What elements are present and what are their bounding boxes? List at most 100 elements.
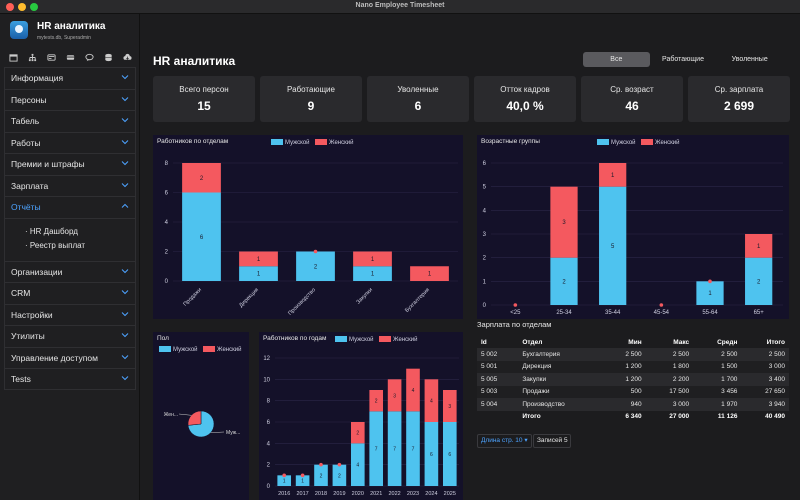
table-row[interactable]: 5 002 Бухгалтерия 2 500 2 500 2 500 2 500 <box>477 348 789 361</box>
bar[interactable] <box>332 464 347 486</box>
bar[interactable] <box>350 422 365 444</box>
stat-value: 15 <box>197 99 211 113</box>
chart-age: Возрастные группы Мужской Женский 0 1 2 3 4 5 6 <2… <box>477 135 789 319</box>
bar[interactable] <box>182 192 221 282</box>
sidebar-item-1[interactable]: Персоны <box>4 88 136 110</box>
column-header[interactable]: Средн <box>693 336 742 348</box>
y-tick-label: 4 <box>483 208 487 214</box>
table-row[interactable]: 5 005 Закупки 1 200 2 200 1 700 3 400 <box>477 373 789 386</box>
table-row[interactable]: 5 001 Дирекция 1 200 1 800 1 500 3 000 <box>477 360 789 373</box>
legend-label: Мужской <box>611 139 636 146</box>
page-size-select[interactable]: Длина стр. 10 ▾ <box>477 434 532 448</box>
cloud-download-icon[interactable] <box>122 52 132 62</box>
card-icon[interactable] <box>46 52 56 62</box>
sidebar-item-5[interactable]: Зарплата <box>4 174 136 196</box>
bar[interactable] <box>424 422 439 486</box>
bar[interactable] <box>369 390 384 412</box>
bar[interactable] <box>353 251 392 267</box>
bar[interactable] <box>442 422 457 486</box>
bar[interactable] <box>387 411 402 486</box>
records-count: Записей 5 <box>533 434 571 448</box>
sidebar-item-6[interactable]: Отчёты <box>4 196 136 218</box>
leader-line <box>210 431 225 433</box>
zero-marker <box>313 249 318 254</box>
x-tick-label: Дирекция <box>238 287 260 309</box>
chevron-down-icon <box>121 138 129 148</box>
bar[interactable] <box>369 411 384 486</box>
bar[interactable] <box>745 234 773 258</box>
column-header[interactable]: Мин <box>604 336 646 348</box>
submenu-item-0[interactable]: · HR Дашборд <box>25 226 78 236</box>
pie-slice-label: Муж... <box>226 430 240 436</box>
sidebar-item-11[interactable]: Управление доступом <box>4 346 136 368</box>
table-cell: 17 500 <box>645 385 694 398</box>
salary-section-title: Зарплата по отделам <box>477 320 552 329</box>
bar[interactable] <box>239 266 278 281</box>
sidebar-item-10[interactable]: Утилиты <box>4 325 136 347</box>
sidebar-item-4[interactable]: Премии и штрафы <box>4 153 136 175</box>
bar-value-label: 1 <box>757 244 761 250</box>
column-header[interactable]: Итого <box>741 336 789 348</box>
pie-slice[interactable] <box>187 410 202 426</box>
table-cell: 1 200 <box>604 360 646 373</box>
sidebar-item-3[interactable]: Работы <box>4 131 136 153</box>
sidebar-menu: Информация Персоны Табель Работы Премии и шт… <box>4 67 136 390</box>
bar[interactable] <box>599 186 627 305</box>
x-tick-label: 55-64 <box>702 310 718 316</box>
x-tick-label: Закупки <box>355 287 373 305</box>
sidebar-item-8[interactable]: CRM <box>4 282 136 304</box>
bar[interactable] <box>387 379 402 412</box>
bar[interactable] <box>296 251 335 282</box>
bar[interactable] <box>442 390 457 422</box>
bar[interactable] <box>424 379 439 422</box>
bar[interactable] <box>277 475 292 486</box>
bar[interactable] <box>696 281 724 305</box>
filter-working-button[interactable]: Работающие <box>662 56 704 63</box>
bar[interactable] <box>350 443 365 486</box>
org-chart-icon[interactable] <box>27 52 37 62</box>
table-row[interactable]: 5 004 Производство 940 3 000 1 970 3 940 <box>477 398 789 411</box>
bar[interactable] <box>550 186 578 258</box>
maximize-window-button[interactable] <box>30 3 38 11</box>
bar[interactable] <box>239 251 278 267</box>
stat-label: Уволенные <box>397 85 439 94</box>
y-tick-label: 6 <box>267 420 271 426</box>
database-icon[interactable] <box>103 52 113 62</box>
bar-value-label: 2 <box>375 399 378 405</box>
bar[interactable] <box>406 411 420 486</box>
column-header[interactable]: Макс <box>645 336 694 348</box>
bar-value-label: 6 <box>448 452 451 458</box>
y-tick-label: 2 <box>483 256 487 262</box>
payment-icon[interactable] <box>65 52 75 62</box>
column-header[interactable]: Id <box>477 336 519 348</box>
bar[interactable] <box>295 475 310 486</box>
bar[interactable] <box>182 163 221 193</box>
column-header[interactable]: Отдел <box>518 336 605 348</box>
bar-value-label: 2 <box>320 473 323 479</box>
bar[interactable] <box>406 368 420 412</box>
sidebar-item-0[interactable]: Информация <box>4 67 136 89</box>
table-cell: 3 940 <box>741 398 789 411</box>
sidebar-item-9[interactable]: Настройки <box>4 303 136 325</box>
bar-value-label: 2 <box>338 473 341 479</box>
sidebar-item-2[interactable]: Табель <box>4 110 136 132</box>
table-cell: 5 004 <box>477 398 519 411</box>
bar[interactable] <box>314 464 328 486</box>
leader-line <box>178 413 192 416</box>
bar[interactable] <box>410 266 449 281</box>
calendar-icon[interactable] <box>8 52 18 62</box>
bar[interactable] <box>353 266 392 281</box>
sidebar-item-7[interactable]: Организации <box>4 260 136 282</box>
close-window-button[interactable] <box>6 3 14 11</box>
bar[interactable] <box>745 257 773 305</box>
filter-all-button[interactable]: Все <box>583 52 650 67</box>
filter-fired-button[interactable]: Уволенные <box>731 56 768 63</box>
bar[interactable] <box>599 163 627 187</box>
table-row[interactable]: 5 003 Продажи 500 17 500 3 456 27 650 <box>477 385 789 398</box>
bar[interactable] <box>550 257 578 305</box>
legend-label: Мужской <box>349 336 374 343</box>
chat-icon[interactable] <box>84 52 94 62</box>
submenu-item-1[interactable]: · Реестр выплат <box>25 240 86 250</box>
sidebar-item-12[interactable]: Tests <box>4 368 136 390</box>
minimize-window-button[interactable] <box>18 3 26 11</box>
